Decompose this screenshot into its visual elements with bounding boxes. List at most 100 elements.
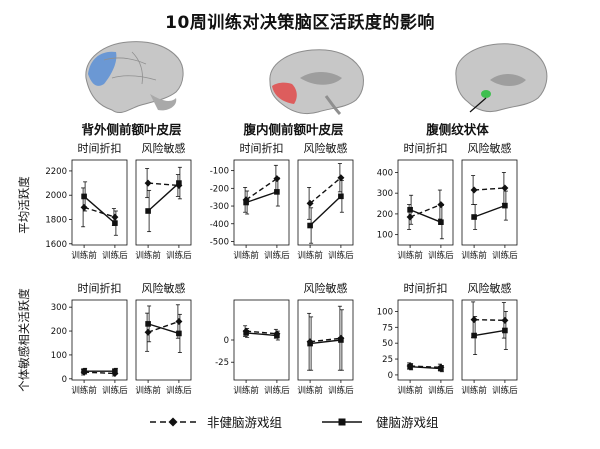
- panel-frame: [71, 159, 128, 246]
- marker-square: [438, 365, 444, 372]
- panel-frame: [297, 159, 354, 246]
- panel-frame: [461, 299, 518, 381]
- marker-square: [176, 330, 182, 337]
- x-tick-label: 训练前: [297, 385, 323, 396]
- x-tick-label: 训练后: [102, 250, 128, 261]
- panel-title: 风险敏感: [304, 281, 348, 295]
- marker-square: [112, 368, 118, 374]
- series-line-non-training: [309, 177, 342, 204]
- x-tick-label: 训练前: [233, 250, 259, 261]
- x-tick-label: 训练后: [428, 250, 454, 261]
- marker-square: [81, 368, 87, 374]
- chart-title: 10周训练对决策脑区活跃度的影响: [165, 13, 435, 33]
- panel-frame: [71, 299, 128, 381]
- marker-square: [274, 332, 280, 339]
- y-tick-label: -25: [215, 358, 229, 368]
- x-tick-label: 训练前: [397, 385, 423, 396]
- x-tick-label: 训练前: [297, 250, 323, 261]
- marker-square: [81, 193, 87, 200]
- marker-diamond: [406, 213, 414, 221]
- x-tick-label: 训练后: [102, 385, 128, 396]
- series-line-training: [147, 323, 180, 335]
- marker-square: [471, 332, 477, 339]
- x-tick-label: 训练前: [233, 385, 259, 396]
- x-tick-label: 训练前: [397, 250, 423, 261]
- panel-title: 风险敏感: [142, 141, 186, 155]
- panel-frame: [233, 299, 290, 381]
- y-tick-label: 300: [377, 189, 393, 199]
- legend-marker-square: [338, 418, 346, 426]
- x-tick-label: 训练前: [135, 250, 161, 261]
- panel-frame: [397, 159, 454, 246]
- marker-square: [502, 202, 508, 209]
- x-tick-label: 训练前: [71, 385, 97, 396]
- x-tick-label: 训练前: [71, 250, 97, 261]
- y-tick-label: 300: [51, 303, 67, 313]
- marker-square: [274, 189, 280, 195]
- series-line-non-training: [474, 187, 505, 191]
- marker-square: [471, 214, 477, 220]
- marker-square: [307, 222, 313, 229]
- series-line-training: [245, 191, 278, 204]
- series-line-training: [473, 329, 506, 337]
- marker-square: [243, 199, 249, 206]
- y-tick-label: 200: [51, 327, 67, 337]
- brain-medial-vmpfc-icon: [269, 49, 364, 116]
- y-tick-label: 100: [377, 231, 393, 241]
- y-tick-label: -500: [210, 237, 229, 247]
- x-tick-label: 训练后: [492, 385, 518, 396]
- marker-diamond: [144, 328, 152, 336]
- panel-frame: [297, 299, 354, 381]
- y-tick-label: 1600: [45, 240, 67, 250]
- y-tick-label: 25: [382, 355, 393, 365]
- marker-square: [307, 340, 313, 347]
- x-tick-label: 训练后: [328, 385, 354, 396]
- panel-title: 风险敏感: [468, 281, 512, 295]
- series-line-non-training: [474, 318, 505, 322]
- marker-square: [145, 208, 151, 214]
- panel-title: 风险敏感: [142, 281, 186, 295]
- region-title: 背外侧前额叶皮层: [81, 122, 182, 137]
- marker-square: [338, 193, 344, 200]
- panel-title: 风险敏感: [304, 141, 348, 155]
- series-line-non-training: [83, 206, 116, 218]
- panel-frame: [135, 299, 192, 381]
- marker-diamond: [501, 184, 509, 192]
- y-tick-label: 100: [377, 307, 393, 317]
- series-line-training: [83, 195, 116, 224]
- y-tick-label: -400: [210, 220, 229, 230]
- y-tick-label: -300: [210, 202, 229, 212]
- panel-frame: [397, 299, 454, 381]
- series-line-training: [473, 204, 506, 218]
- panel-frame: [135, 159, 192, 246]
- x-tick-label: 训练后: [328, 250, 354, 261]
- panel-title: 时间折扣: [78, 281, 122, 295]
- panel-frame: [461, 159, 518, 246]
- series-line-training: [246, 332, 277, 337]
- series-line-non-training: [147, 320, 180, 333]
- marker-diamond: [470, 316, 478, 324]
- marker-square: [243, 330, 249, 336]
- series-line-non-training: [310, 337, 341, 343]
- y-tick-label: 50: [382, 339, 393, 349]
- x-tick-label: 训练前: [461, 250, 487, 261]
- marker-square: [407, 363, 413, 370]
- y-tick-label: 2200: [45, 167, 67, 177]
- marker-square: [407, 206, 413, 213]
- region-title: 腹内侧前额叶皮层: [243, 122, 344, 137]
- marker-square: [145, 321, 151, 327]
- series-line-non-training: [148, 182, 179, 187]
- marker-square: [338, 337, 344, 343]
- series-line-non-training: [84, 371, 115, 375]
- series-line-training: [147, 182, 180, 212]
- panel-title: 时间折扣: [404, 141, 448, 155]
- series-line-non-training: [409, 203, 442, 218]
- panel-title: 时间折扣: [404, 281, 448, 295]
- marker-square: [502, 327, 508, 334]
- y-tick-label: 100: [51, 351, 67, 361]
- y-tick-label: 0: [388, 371, 393, 381]
- legend-label-non-training: 非健脑游戏组: [207, 415, 282, 430]
- marker-diamond: [470, 186, 478, 194]
- row-label-0: 平均活跃度: [17, 176, 31, 234]
- marker-square: [176, 180, 182, 186]
